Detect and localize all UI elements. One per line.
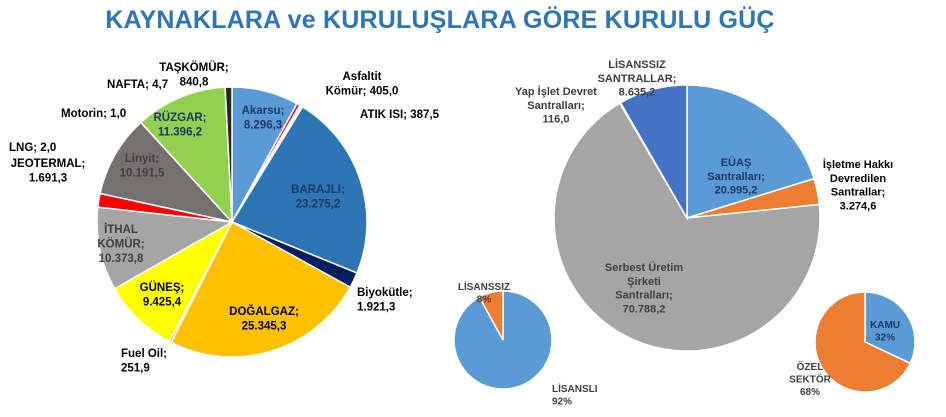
slice-label-line: EÜAŞ: [721, 156, 752, 169]
slice-label-line: 10.191,5: [120, 167, 165, 179]
slice-label-line: Asfaltit: [343, 71, 382, 83]
slice-label-line: Linyit;: [125, 153, 160, 165]
slice-label-line: LNG; 2,0: [9, 142, 56, 154]
slice-label-line: Serbest Üretim: [605, 261, 683, 274]
slice-label-line: 92%: [552, 397, 572, 408]
slice-label-sources-7: GÜNEŞ; 9.425,4: [140, 281, 185, 308]
slice-label-line: SANTRALLAR;: [598, 73, 677, 85]
slice-label-line: 1.691,3: [29, 172, 67, 184]
page-title: KAYNAKLARA ve KURULUŞLARA GÖRE KURULU GÜ…: [105, 6, 775, 34]
slice-label-sources-6: Fuel Oil; 251,9: [121, 348, 167, 374]
slice-label-line: ATIK ISI; 387,5: [360, 109, 440, 121]
slice-label-line: 10.373,8: [99, 253, 144, 265]
slice-label-line: İTHAL: [104, 223, 138, 236]
slice-label-sources-8: İTHAL KÖMÜR; 10.373,8: [97, 223, 144, 265]
slice-label-line: 8.635,2: [619, 87, 656, 99]
slice-label-line: İşletme Hakkı: [823, 158, 893, 171]
slice-label-line: KAMU: [870, 320, 900, 331]
slice-label-line: Akarsu;: [242, 105, 285, 117]
slice-label-line: 20.995,2: [715, 185, 758, 197]
slice-label-line: KÖMÜR;: [97, 237, 144, 250]
slice-label-line: Santralları;: [615, 290, 672, 302]
pie-slice-organizations-4: [619, 84, 688, 221]
slice-label-organizations-0: EÜAŞ Santralları; 20.995,2: [707, 156, 764, 197]
slice-label-line: LİSANSSIZ: [608, 58, 666, 71]
slice-label-line: 11.396,2: [158, 126, 202, 138]
pie-slice-ownership-1: [814, 291, 912, 393]
slice-label-line: 8.296,3: [244, 119, 282, 131]
slice-label-line: Santralları;: [527, 100, 584, 112]
pie-slice-sources-10: [99, 121, 235, 224]
slice-label-organizations-1: İşletme Hakkı Devredilen Santrallar; 3.274,…: [823, 158, 893, 212]
slice-label-organizations-3: Yap İşlet Devret Santralları; 116,0: [515, 85, 597, 126]
slice-label-line: 68%: [800, 387, 820, 398]
slice-label-line: 32%: [875, 333, 895, 344]
slice-label-line: Fuel Oil;: [121, 348, 167, 360]
slice-label-sources-14: RÜZGAR; 11.396,2: [153, 111, 206, 138]
slice-label-line: BARAJLI;: [291, 184, 345, 196]
slice-label-sources-9: JEOTERMAL; 1.691,3: [11, 158, 86, 184]
slice-label-line: Santralları;: [707, 171, 764, 183]
pie-slice-ownership-0: [864, 291, 916, 365]
slice-label-sources-3: BARAJLI; 23.275,2: [291, 184, 345, 210]
slice-label-line: JEOTERMAL;: [11, 158, 86, 170]
slice-label-sources-11: LNG; 2,0: [9, 142, 56, 154]
slice-label-sources-5: DOĞALGAZ; 25.345,3: [229, 305, 299, 332]
slice-label-organizations-2: Serbest Üretim Şirketi Santralları; 70.788,…: [605, 261, 683, 315]
slice-label-line: GÜNEŞ;: [140, 281, 185, 294]
slice-label-line: 8%: [477, 295, 492, 306]
pie-slice-sources-8: [96, 206, 235, 290]
pie-slice-sources-14: [139, 86, 233, 225]
slice-label-line: Yap İşlet Devret: [515, 85, 597, 98]
slice-label-line: DOĞALGAZ;: [229, 305, 299, 318]
slice-label-license-1: LİSANSSIZ 8%: [458, 280, 510, 306]
slice-label-ownership-0: KAMU 32%: [870, 320, 900, 344]
slice-label-sources-2: ATIK ISI; 387,5: [360, 109, 440, 121]
slice-label-line: 1.921,3: [357, 301, 395, 313]
pie-chart-ownership: KAMU 32% ÖZEL SEKTÖR 68%: [789, 291, 916, 398]
pie-slice-sources-3: [230, 105, 368, 275]
pie-slice-license-1: [478, 290, 504, 341]
slice-label-license-0: LİSANSLI 92%: [552, 382, 598, 408]
slice-label-line: ÖZEL: [797, 360, 824, 373]
slice-label-organizations-4: LİSANSSIZ SANTRALLAR; 8.635,2: [598, 58, 677, 99]
slice-label-sources-0: Akarsu; 8.296,3: [242, 105, 285, 131]
slice-label-line: 70.788,2: [623, 303, 666, 315]
slice-label-line: TAŞKÖMÜR;: [159, 61, 228, 74]
slice-label-line: LİSANSLI: [552, 382, 598, 395]
slice-label-line: LİSANSSIZ: [458, 280, 510, 293]
pie-slice-organizations-2: [553, 102, 821, 352]
slice-label-line: NAFTA; 4,7: [107, 79, 168, 91]
slice-label-sources-12: Motorin; 1,0: [61, 108, 126, 120]
slice-label-line: Santrallar;: [831, 187, 885, 199]
slice-label-line: Devredilen: [830, 173, 887, 185]
pie-chart-organizations: EÜAŞ Santralları; 20.995,2 İşletme Hakkı Dev…: [515, 58, 893, 352]
pie-chart-license: LİSANSLI 92% LİSANSSIZ 8%: [453, 280, 598, 408]
pie-slice-sources-15: [224, 86, 233, 223]
slice-label-sources-15: TAŞKÖMÜR; 840,8: [159, 61, 228, 88]
slice-label-sources-4: Biyokütle; 1.921,3: [357, 287, 413, 313]
slice-label-line: 251,9: [121, 362, 150, 374]
slice-label-line: 9.425,4: [143, 296, 182, 308]
pie-chart-sources: Akarsu; 8.296,3 Asfaltit Kömür; 405,0 ATIK I…: [9, 61, 440, 374]
pie-slice-sources-5: [170, 220, 352, 358]
slice-label-line: Kömür; 405,0: [326, 85, 399, 97]
slice-label-sources-13: NAFTA; 4,7: [107, 79, 168, 91]
slice-label-line: 840,8: [180, 76, 209, 88]
slice-label-line: SEKTÖR: [789, 373, 831, 386]
slice-label-line: Motorin; 1,0: [61, 108, 126, 120]
slice-label-line: Biyokütle;: [357, 287, 413, 299]
slice-label-sources-1: Asfaltit Kömür; 405,0: [326, 71, 399, 97]
pie-slice-organizations-0: [686, 84, 815, 220]
slice-label-line: 25.345,3: [242, 320, 287, 332]
slice-label-sources-10: Linyit; 10.191,5: [120, 153, 165, 179]
slice-label-line: RÜZGAR;: [153, 111, 206, 124]
slice-label-line: 116,0: [543, 114, 570, 126]
slice-label-ownership-1: ÖZEL SEKTÖR 68%: [789, 360, 831, 398]
slice-label-line: 3.274,6: [840, 200, 877, 212]
slice-label-line: Şirketi: [627, 276, 661, 288]
slice-label-line: 23.275,2: [296, 198, 341, 210]
